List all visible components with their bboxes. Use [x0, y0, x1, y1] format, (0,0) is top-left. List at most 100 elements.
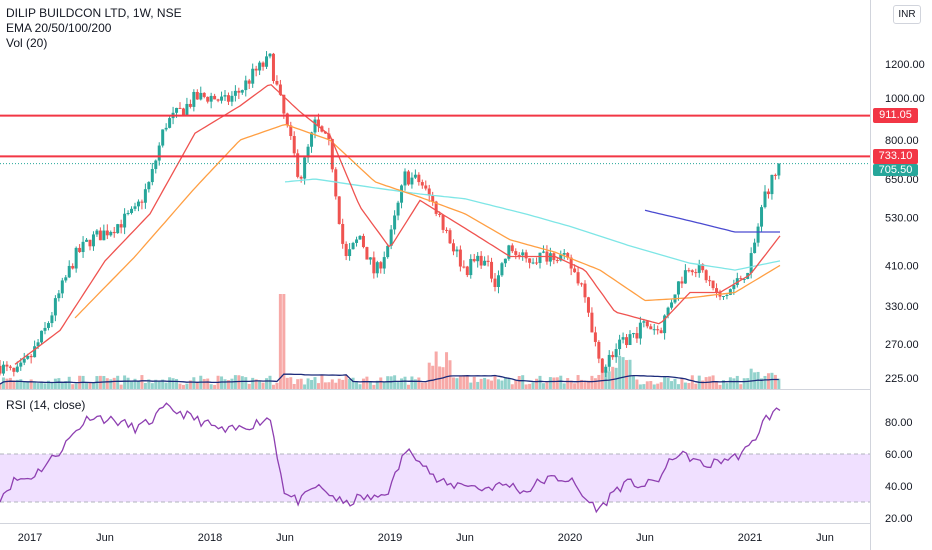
- volume-bar: [746, 378, 750, 389]
- currency-button[interactable]: INR: [893, 5, 921, 24]
- volume-bar: [424, 382, 428, 389]
- candle-body: [95, 230, 99, 235]
- time-tick-label: Jun: [636, 532, 654, 544]
- candle-body: [150, 169, 154, 183]
- candle-body: [334, 169, 338, 197]
- candle-body: [763, 191, 767, 208]
- candle-body: [43, 327, 47, 331]
- volume-bar: [386, 376, 390, 389]
- candle-body: [12, 367, 16, 372]
- candle-body: [555, 260, 559, 262]
- candle-body: [244, 80, 248, 91]
- candle-body: [638, 322, 642, 339]
- rsi-tick-label: 60.00: [885, 449, 913, 461]
- candle-body: [628, 334, 632, 346]
- volume-bar: [91, 382, 95, 389]
- volume-bar: [652, 384, 656, 389]
- candle-body: [261, 62, 265, 67]
- candle-body: [424, 185, 428, 189]
- candle-body: [760, 207, 764, 227]
- candle-body: [109, 231, 113, 236]
- volume-bar: [330, 379, 334, 389]
- candle-body: [625, 337, 629, 346]
- volume-bar: [393, 375, 397, 389]
- candle-body: [306, 146, 310, 158]
- candle-body: [524, 252, 528, 259]
- symbol-title: DILIP BUILDCON LTD, 1W, NSE: [6, 6, 182, 20]
- volume-bar: [479, 378, 483, 389]
- volume-bar: [244, 377, 248, 389]
- volume-bar: [673, 378, 677, 389]
- volume-bar: [368, 381, 372, 389]
- candle-body: [98, 230, 102, 241]
- price-axis-labels: 1200.00 1000.00 800.00 650.00 530.00 410.00 33…: [885, 59, 925, 385]
- price-tick-label: 1000.00: [885, 93, 925, 105]
- time-tick-label: 2019: [378, 532, 402, 544]
- price-tick-label: 530.00: [885, 212, 919, 224]
- candle-body: [438, 213, 442, 215]
- ema-legend: EMA 20/50/100/200: [6, 21, 112, 35]
- volume-bar: [455, 378, 459, 389]
- candle-body: [597, 341, 601, 359]
- volume-bar: [67, 376, 71, 389]
- level-badge-911: 911.05: [873, 108, 918, 124]
- volume-bar: [240, 376, 244, 389]
- volume-bar: [725, 383, 729, 389]
- candle-body: [143, 189, 147, 203]
- volume-bar: [659, 382, 663, 389]
- candle-body: [479, 255, 483, 266]
- volume-bar: [344, 375, 348, 389]
- candle-body: [22, 358, 26, 363]
- candle-body: [154, 160, 158, 170]
- volume-bar: [493, 375, 497, 389]
- volume-bar: [586, 380, 590, 389]
- volume-bar: [528, 383, 532, 389]
- volume-bar: [292, 383, 296, 389]
- candle-body: [226, 95, 230, 102]
- candle-body: [29, 355, 33, 358]
- candle-body: [209, 95, 213, 102]
- candle-body: [337, 196, 341, 224]
- candle-body: [78, 247, 82, 253]
- candle-body: [680, 281, 684, 284]
- volume-bar: [178, 383, 182, 389]
- volume-bar: [680, 378, 684, 389]
- price-tick-label: 800.00: [885, 135, 919, 147]
- candle-body: [659, 330, 663, 334]
- candle-body: [15, 366, 19, 372]
- volume-bar: [209, 384, 213, 389]
- candle-body: [299, 176, 303, 179]
- candle-body: [649, 326, 653, 330]
- volume-bar: [313, 377, 317, 389]
- volume-bar: [271, 384, 275, 389]
- volume-bar: [552, 377, 556, 389]
- volume-bar: [458, 376, 462, 389]
- candle-body: [413, 174, 417, 178]
- candle-body: [285, 113, 289, 126]
- candle-body: [441, 214, 445, 230]
- volume-bar: [289, 377, 293, 389]
- volume-bar: [431, 365, 435, 389]
- candle-body: [725, 294, 729, 297]
- time-tick-label: Jun: [456, 532, 474, 544]
- volume-bar: [275, 382, 279, 389]
- volume-bar: [580, 379, 584, 389]
- candle-body: [455, 249, 459, 252]
- volume-bar: [427, 362, 431, 389]
- volume-bar: [420, 382, 424, 389]
- volume-bar: [507, 378, 511, 389]
- candle-body: [697, 264, 701, 273]
- ema200-line: [644, 209, 780, 233]
- volume-bar: [22, 381, 26, 389]
- candle-body: [161, 129, 165, 146]
- candle-body: [548, 253, 552, 262]
- volume-bar: [448, 360, 452, 389]
- price-tick-label: 270.00: [885, 339, 919, 351]
- volume-bar: [389, 376, 393, 389]
- volume-bar: [133, 378, 137, 389]
- candle-body: [310, 132, 314, 147]
- volume-bar: [8, 377, 12, 389]
- candle-body: [715, 288, 719, 293]
- volume-bar: [649, 381, 653, 389]
